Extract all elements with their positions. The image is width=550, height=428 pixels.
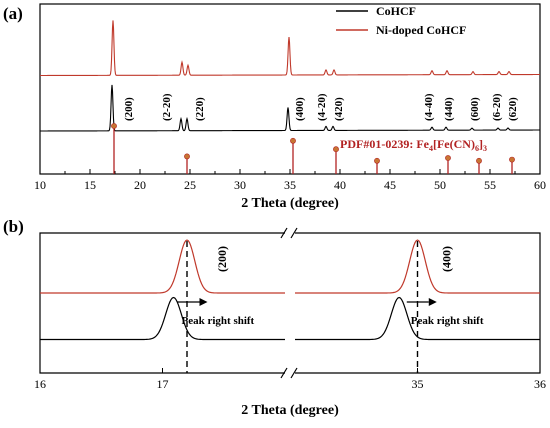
panel-a-hkl-label: (4-40) <box>423 93 435 121</box>
panel-a-x-axis-title: 2 Theta (degree) <box>241 196 339 211</box>
panel-b-shift-arrow-head <box>199 298 208 306</box>
panel-a-x-tick-label: 35 <box>284 178 296 192</box>
legend-nidoped-label: Ni-doped CoHCF <box>376 23 466 37</box>
panel-a-hkl-label: (420) <box>333 97 345 121</box>
reference-label-part-3: ] <box>479 137 483 151</box>
reference-stick-marker <box>184 153 190 160</box>
panel-a-hkl-label: (620) <box>507 97 519 121</box>
reference-stick-marker <box>290 137 296 144</box>
panel-b-x-ticks: 16 17 35 36 <box>34 368 546 391</box>
panel-a-label: (a) <box>3 4 23 23</box>
reference-label-part-2: [Fe(CN) <box>433 137 475 151</box>
panel-a-x-tick-label: 10 <box>34 178 46 192</box>
panel-b-frame-left <box>39 232 285 374</box>
reference-stick-marker <box>509 156 515 163</box>
legend-cohcf-label: CoHCF <box>376 4 416 18</box>
reference-label-sub-3: 3 <box>483 144 487 153</box>
panel-b-x-tick-label: 36 <box>534 377 546 391</box>
panel-a-x-ticks: 10 15 20 25 30 35 40 45 50 55 60 <box>34 169 546 192</box>
reference-stick-marker <box>111 123 117 129</box>
panel-b-shift-label: Peak right shift <box>411 315 484 327</box>
axis-break-marks-bottom <box>280 367 298 379</box>
panel-a-hkl-label: (4-20) <box>316 93 328 121</box>
panel-a-x-tick-label: 60 <box>534 178 546 192</box>
legend: CoHCF Ni-doped CoHCF <box>336 4 466 37</box>
panel-a-curve-cohcf <box>40 84 540 132</box>
panel-b-annotations: (200) (400) Peak right shift Peak right shi… <box>177 241 484 373</box>
panel-b-shift-label: Peak right shift <box>182 315 255 327</box>
reference-stick-marker <box>333 146 339 153</box>
panel-a-x-tick-label: 20 <box>134 178 146 192</box>
panel-b-x-tick-label: 17 <box>157 377 169 391</box>
panel-a-x-tick-label: 45 <box>384 178 396 192</box>
panel-b-hkl-label: (200) <box>215 246 229 272</box>
panel-a-hkl-label: (440) <box>443 97 455 121</box>
panel-a-hkl-labels: (200) (2-20) (220) (400) (4-20) (420) (4-40) (4… <box>123 93 519 121</box>
panel-a-hkl-label: (400) <box>294 97 306 121</box>
reference-stick-marker <box>476 157 482 164</box>
panel-b-x-tick-label: 16 <box>34 377 46 391</box>
panel-a-x-tick-label: 15 <box>84 178 96 192</box>
panel-a-x-tick-label: 50 <box>434 178 446 192</box>
panel-b-label: (b) <box>3 217 24 236</box>
panel-a-x-tick-label: 40 <box>334 178 346 192</box>
panel-b-hkl-label: (400) <box>440 246 454 272</box>
panel-a-x-tick-label: 25 <box>184 178 196 192</box>
reference-label-part-1: PDF#01-0239: Fe <box>340 137 430 151</box>
panel-a-hkl-label: (6-20) <box>491 93 503 121</box>
axis-break-marks-top <box>280 227 298 239</box>
panel-a-hkl-label: (2-20) <box>161 93 173 121</box>
panel-b-shift-arrow-head <box>428 298 437 306</box>
reference-label: PDF#01-0239: Fe4[Fe(CN)6]3 <box>340 137 487 153</box>
panel-a-reference-sticks <box>111 123 515 174</box>
reference-stick-marker <box>374 157 380 164</box>
reference-label-sub-2: 6 <box>475 144 479 153</box>
reference-stick-marker <box>445 155 451 161</box>
panel-a-curve-nidoped <box>40 20 540 77</box>
panel-b-curve-nidoped <box>40 239 540 294</box>
panel-a-hkl-label: (220) <box>194 97 206 121</box>
panel-a: (a) 10 15 20 25 30 35 40 45 50 55 60 (200) (2-20) (2… <box>3 3 546 211</box>
panel-b-x-axis-title: 2 Theta (degree) <box>241 403 339 418</box>
panel-b-x-tick-label: 35 <box>412 377 424 391</box>
panel-a-x-tick-label: 55 <box>484 178 496 192</box>
panel-b: (b) 16 17 35 36 (200) (400) Peak right shift P… <box>3 217 546 418</box>
reference-label-sub-1: 4 <box>429 144 433 153</box>
panel-a-hkl-label: (600) <box>469 97 481 121</box>
panel-a-hkl-label: (200) <box>123 97 135 121</box>
panel-a-curves <box>40 20 540 132</box>
panel-a-x-tick-label: 30 <box>234 178 246 192</box>
